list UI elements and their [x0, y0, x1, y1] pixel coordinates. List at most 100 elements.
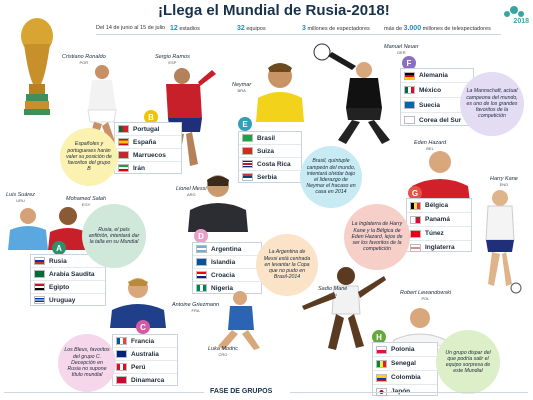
flag-denmark-icon	[116, 376, 127, 384]
team-row: Serbia	[239, 171, 301, 183]
note-D: La Argentina de Messi está centrada en l…	[256, 234, 318, 296]
team-row: Egipto	[31, 281, 105, 294]
player-mane-illustration	[302, 267, 386, 350]
dates-text: Del 14 de junio al 15 de julio	[96, 25, 166, 31]
team-row: Inglaterra	[407, 241, 471, 254]
player-lewandowski-illustration	[392, 308, 448, 346]
flag-egypt-icon	[34, 283, 45, 291]
team-row: Japón	[373, 385, 437, 398]
team-row: Senegal	[373, 357, 437, 371]
flag-japan-icon	[376, 387, 387, 396]
flag-germany-icon	[404, 71, 415, 80]
note-G: La Inglaterra de Harry Kane y la Bélgica…	[344, 204, 410, 270]
team-row: Suecia	[401, 98, 473, 113]
flag-colombia-icon	[376, 373, 387, 382]
flag-england-icon	[410, 243, 421, 252]
player-name-griezmann: Antoine Griezmann FRA	[172, 302, 220, 313]
player-name-mane: Sadio Mané SEN	[318, 286, 348, 297]
player-name-suarez: Luis Suárez URU	[6, 192, 36, 203]
footer-divider-left	[4, 392, 204, 393]
team-row: Irán	[115, 162, 181, 174]
group-H-table: Polonia Senegal Colombia Japón	[372, 342, 438, 396]
flag-brazil-icon	[242, 134, 253, 142]
flag-uruguay-icon	[34, 296, 45, 304]
stat-tv: más de 3.000 millones de telespectadores	[384, 25, 491, 32]
note-H: Un grupo dispar del que podría salir el …	[436, 330, 500, 394]
team-row: México	[401, 83, 473, 98]
team-row: Croacia	[193, 269, 261, 282]
player-name-messi: Lionel Messi ARG	[176, 186, 207, 197]
team-row: Panamá	[407, 213, 471, 227]
flag-australia-icon	[116, 350, 127, 358]
team-row: España	[115, 136, 181, 149]
group-badge-C: C	[136, 320, 150, 334]
flag-tunisia-icon	[410, 229, 421, 238]
team-row: Nigeria	[193, 282, 261, 294]
note-E: Brasil, quíntuple campeón del mundo, int…	[300, 146, 362, 208]
group-badge-D: D	[194, 229, 208, 243]
flag-poland-icon	[376, 345, 387, 354]
logo-year: 2018	[513, 18, 529, 25]
group-B-table: Portugal España Marruecos Irán	[114, 122, 182, 174]
group-badge-A: A	[52, 241, 66, 255]
stat-teams: 32 equipos	[237, 25, 266, 32]
note-C: Los Bleus, favoritos del grupo C. Decepc…	[58, 334, 116, 392]
flag-sweden-icon	[404, 101, 415, 109]
stat-spectators: 3 millones de espectadores	[302, 25, 370, 32]
flag-france-icon	[116, 337, 127, 345]
flag-iceland-icon	[196, 258, 207, 266]
footer-label: FASE DE GRUPOS	[210, 388, 273, 395]
player-griezmann-illustration	[110, 278, 166, 328]
player-kane-illustration	[485, 190, 522, 294]
flag-mexico-icon	[404, 86, 415, 94]
footer-divider-right	[290, 392, 528, 393]
stat-stadiums: 12 estadios	[170, 25, 200, 32]
header-divider	[96, 34, 501, 35]
player-name-neuer: Manuel Neuer GER	[384, 44, 419, 55]
team-row: Marruecos	[115, 149, 181, 162]
team-row: Uruguay	[31, 294, 105, 306]
flag-belgium-icon	[410, 201, 421, 210]
team-row: Australia	[113, 348, 177, 361]
group-E-table: Brasil Suiza Costa Rica Serbia	[238, 131, 302, 183]
player-neymar-illustration	[256, 63, 304, 122]
flag-argentina-icon	[196, 245, 207, 253]
group-badge-F: F	[402, 56, 416, 70]
player-name-kane: Harry Kane ENG	[490, 176, 518, 187]
group-badge-E: E	[238, 117, 252, 131]
flag-switzerland-icon	[242, 147, 253, 155]
flag-serbia-icon	[242, 173, 253, 181]
player-name-salah: Mohamed Salah EGY	[66, 196, 107, 207]
group-D-table: Argentina Islandia Croacia Nigeria	[192, 242, 262, 294]
team-row: Francia	[113, 335, 177, 348]
flag-portugal-icon	[118, 125, 129, 133]
team-row: Portugal	[115, 123, 181, 136]
group-A-table: Rusia Arabia Saudita Egipto Uruguay	[30, 254, 106, 306]
team-row: Perú	[113, 361, 177, 374]
team-row: Dinamarca	[113, 374, 177, 386]
group-G-table: Bélgica Panamá Túnez Inglaterra	[406, 198, 472, 252]
team-row: Argentina	[193, 243, 261, 256]
group-C-table: Francia Australia Perú Dinamarca	[112, 334, 178, 386]
flag-panama-icon	[410, 215, 421, 224]
team-row: Arabia Saudita	[31, 268, 105, 281]
team-row: Colombia	[373, 371, 437, 385]
flag-korea-icon	[404, 116, 415, 124]
player-name-lewandowski: Robert Lewandowski POL	[400, 290, 452, 301]
page-title: ¡Llega el Mundial de Rusia-2018!	[158, 2, 390, 19]
player-hazard-illustration	[410, 151, 470, 202]
trophy-icon	[21, 18, 53, 115]
team-row: Islandia	[193, 256, 261, 269]
flag-senegal-icon	[376, 359, 387, 368]
player-name-neymar: Neymar BRA	[232, 82, 252, 93]
team-row: Suiza	[239, 145, 301, 158]
player-messi-illustration	[188, 175, 248, 232]
team-row: Brasil	[239, 132, 301, 145]
note-F: La Mannschaft, actual campeona del mundo…	[460, 72, 524, 136]
flag-russia-icon	[34, 257, 45, 265]
team-row: Alemania	[401, 69, 473, 83]
player-name-ronaldo: Cristiano Ronaldo POR	[62, 54, 106, 65]
flag-iran-icon	[118, 164, 129, 172]
player-name-modric: Luka Modric CRO	[208, 346, 238, 357]
flag-spain-icon	[118, 138, 129, 146]
